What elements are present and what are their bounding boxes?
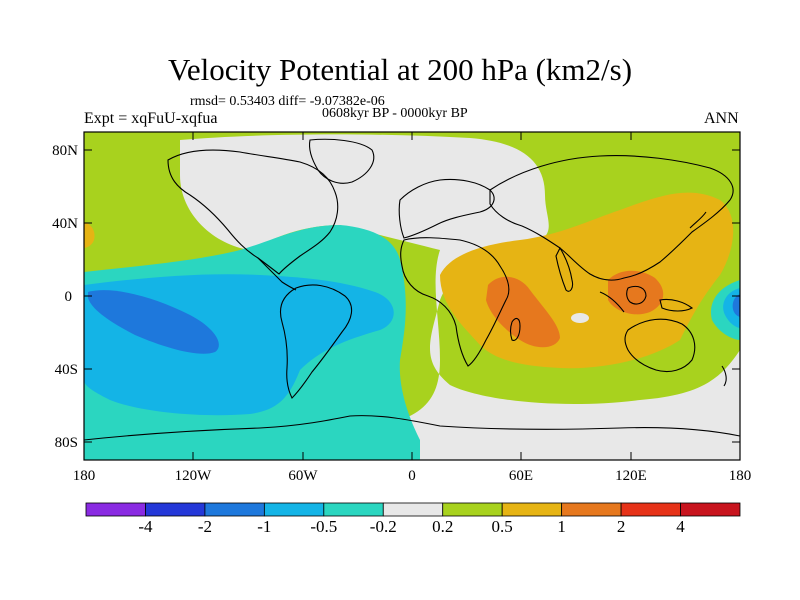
lon-label: 60E — [509, 468, 533, 484]
time-period-label: 0608kyr BP - 0000kyr BP — [322, 106, 468, 121]
lon-label: 180 — [73, 468, 96, 484]
colorbar-label: 2 — [616, 517, 626, 536]
coast-new-guinea — [659, 298, 694, 312]
coast-japan — [689, 211, 707, 229]
coast-sumatra — [599, 291, 625, 313]
field-orange-maritime-core — [608, 270, 664, 315]
colorbar-label: -4 — [138, 517, 153, 536]
lat-label: 40N — [52, 216, 78, 232]
colorbar — [85, 502, 741, 517]
lat-label: 40S — [55, 362, 78, 378]
lat-label: 0 — [65, 289, 73, 305]
lon-label: 120W — [175, 468, 213, 484]
colorbar-label: -1 — [257, 517, 272, 536]
season-label: ANN — [704, 110, 739, 127]
field-orange-africa-core — [486, 276, 560, 348]
colorbar-swatch — [501, 502, 563, 517]
coast-antarctica — [84, 415, 740, 441]
colorbar-swatch — [204, 502, 265, 517]
coast-africa — [400, 237, 510, 367]
coast-borneo — [626, 285, 647, 305]
colorbar-swatch — [382, 502, 444, 517]
colorbar-label: 0.5 — [491, 517, 513, 536]
coast-asia — [489, 155, 734, 281]
experiment-label: Expt = xqFuU-xqfua — [84, 110, 218, 127]
lon-label: 120E — [615, 468, 647, 484]
colorbar-label: -0.5 — [310, 517, 338, 536]
colorbar-label: 4 — [676, 517, 685, 536]
contour-fill-layer — [84, 132, 740, 460]
colorbar-swatch — [442, 502, 503, 517]
coast-south-america — [279, 284, 353, 399]
coast-central-america — [257, 257, 297, 291]
colorbar-swatch — [680, 502, 741, 517]
coast-india — [555, 246, 574, 292]
colorbar-label: -0.2 — [369, 517, 397, 536]
colorbar-label: -2 — [197, 517, 212, 536]
lon-label: 0 — [408, 468, 416, 484]
coast-greenland — [308, 138, 375, 184]
colorbar-swatch — [145, 502, 206, 517]
colorbar-label: 0.2 — [432, 517, 454, 536]
colorbar-swatch — [323, 502, 384, 517]
coast-new-zealand — [721, 365, 727, 387]
field-midblue-core — [88, 290, 219, 354]
colorbar-swatch — [561, 502, 622, 517]
lat-labels: 80N 40N 0 40S 80S — [52, 143, 78, 451]
field-midblue-east — [732, 294, 740, 317]
colorbar-swatch — [620, 502, 681, 517]
field-neutral-hole — [571, 313, 589, 323]
lat-ticks — [84, 149, 740, 443]
colorbar-label: 1 — [557, 517, 566, 536]
lon-ticks — [83, 132, 632, 460]
lon-labels: 180 120W 60W 0 60E 120E 180 — [73, 468, 752, 484]
colorbar-swatch — [85, 502, 146, 517]
lat-label: 80N — [52, 143, 78, 159]
rmsd-diff-stats: rmsd= 0.53403 diff= -9.07382e-06 — [190, 94, 385, 109]
coast-north-america — [167, 149, 339, 275]
coast-australia — [624, 318, 696, 373]
lat-label: 80S — [55, 435, 78, 451]
coast-europe — [398, 178, 495, 239]
coastlines — [84, 138, 740, 441]
colorbar-swatch — [263, 502, 325, 517]
lon-label: 60W — [288, 468, 318, 484]
chart-title: Velocity Potential at 200 hPa (km2/s) — [167, 52, 633, 87]
field-yellow-west-edge — [84, 222, 95, 248]
coast-madagascar — [509, 317, 521, 341]
field-neutral-region — [180, 134, 740, 460]
lon-label: 180 — [729, 468, 752, 484]
